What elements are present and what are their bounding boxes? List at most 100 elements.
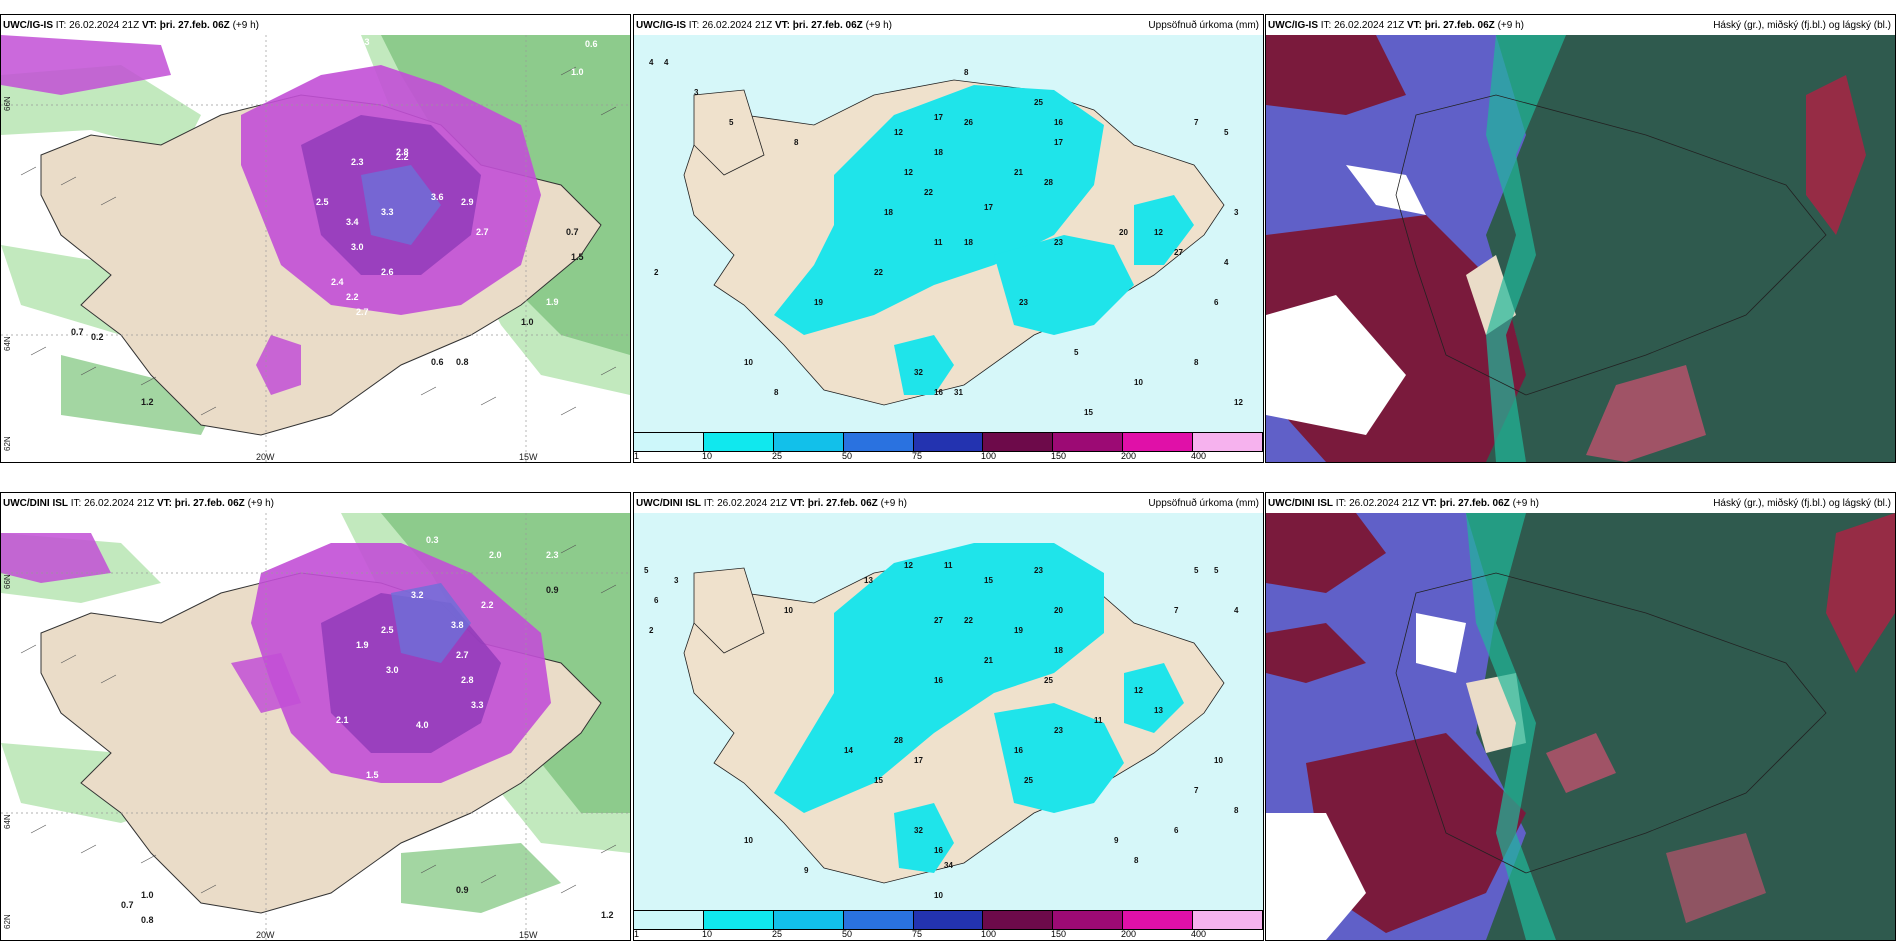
svg-text:4.0: 4.0	[416, 720, 429, 730]
lead-time: (+9 h)	[232, 20, 259, 31]
svg-text:28: 28	[1044, 178, 1053, 187]
lat-label-66n: 66N	[3, 96, 12, 111]
legend-tick: 10	[702, 451, 713, 461]
model-name: UWC/DINI ISL	[636, 498, 701, 509]
model-name: UWC/DINI ISL	[1268, 498, 1333, 509]
svg-text:2.7: 2.7	[456, 650, 469, 660]
svg-text:25: 25	[1034, 98, 1043, 107]
legend-swatch	[983, 911, 1054, 929]
svg-text:6: 6	[1174, 826, 1179, 835]
init-time: 26.02.2024 21Z	[702, 20, 773, 31]
svg-text:2.2: 2.2	[481, 600, 494, 610]
svg-text:0.3: 0.3	[357, 37, 370, 47]
svg-text:7: 7	[1174, 606, 1179, 615]
legend-swatch	[773, 433, 844, 451]
svg-text:20: 20	[1054, 606, 1063, 615]
svg-text:5: 5	[1224, 128, 1229, 137]
svg-text:13: 13	[1154, 706, 1163, 715]
svg-text:1.2: 1.2	[141, 397, 154, 407]
svg-text:17: 17	[1054, 138, 1063, 147]
lead-time: (+9 h)	[880, 498, 907, 509]
svg-text:4: 4	[1224, 258, 1229, 267]
svg-text:0.6: 0.6	[431, 357, 444, 367]
legend-swatch	[1053, 911, 1124, 929]
svg-text:16: 16	[1014, 746, 1023, 755]
map-panel-dini-clouds: UWC/DINI ISL IT: 26.02.2024 21Z VT: þri.…	[1265, 492, 1896, 941]
svg-text:5: 5	[729, 118, 734, 127]
init-time: 26.02.2024 21Z	[1349, 498, 1420, 509]
svg-text:23: 23	[1034, 566, 1043, 575]
legend-swatch	[1193, 911, 1263, 929]
model-name: UWC/IG-IS	[3, 20, 53, 31]
svg-text:12: 12	[1154, 228, 1163, 237]
svg-text:2.5: 2.5	[316, 197, 329, 207]
lon-label-20w: 20W	[256, 930, 275, 940]
svg-text:10: 10	[784, 606, 793, 615]
model-name: UWC/DINI ISL	[3, 498, 68, 509]
svg-text:31: 31	[954, 388, 963, 397]
svg-text:9: 9	[804, 866, 809, 875]
svg-text:0.9: 0.9	[546, 585, 559, 595]
legend-swatch	[1123, 433, 1194, 451]
svg-text:19: 19	[814, 298, 823, 307]
svg-text:0.4: 0.4	[301, 520, 314, 530]
svg-text:8: 8	[794, 138, 799, 147]
svg-text:2.7: 2.7	[356, 307, 369, 317]
svg-text:23: 23	[1054, 238, 1063, 247]
svg-text:0.6: 0.6	[585, 39, 598, 49]
lead-time: (+9 h)	[1497, 20, 1524, 31]
svg-text:3: 3	[1234, 208, 1239, 217]
svg-text:15: 15	[874, 776, 883, 785]
svg-text:2.2: 2.2	[396, 152, 409, 162]
svg-text:2.5: 2.5	[381, 625, 394, 635]
svg-text:1.9: 1.9	[546, 297, 559, 307]
svg-text:3.2: 3.2	[411, 590, 424, 600]
lat-label-62n: 62N	[3, 914, 12, 929]
legend-tick: 75	[912, 451, 923, 461]
svg-text:1.0: 1.0	[521, 317, 534, 327]
svg-text:15: 15	[984, 576, 993, 585]
svg-text:2.3: 2.3	[546, 550, 559, 560]
valid-time: þri. 27.feb. 06Z	[807, 498, 878, 509]
svg-text:3.6: 3.6	[431, 192, 444, 202]
legend-swatch	[634, 911, 704, 929]
svg-text:16: 16	[934, 388, 943, 397]
svg-text:2.8: 2.8	[461, 675, 474, 685]
svg-text:34: 34	[944, 861, 953, 870]
legend-tick: 400	[1191, 451, 1207, 461]
legend-ticks: 1 10 25 50 75 100 150 200 400	[634, 928, 1263, 940]
lead-time: (+9 h)	[1512, 498, 1539, 509]
legend-swatches	[634, 432, 1263, 452]
svg-text:2.8: 2.8	[396, 147, 409, 157]
legend-tick: 400	[1191, 929, 1207, 939]
svg-text:11: 11	[944, 561, 953, 570]
svg-text:17: 17	[984, 203, 993, 212]
legend-swatch	[703, 911, 774, 929]
lat-label-64n: 64N	[3, 814, 12, 829]
svg-text:28: 28	[894, 736, 903, 745]
precip-legend: 1 10 25 50 75 100 150 200 400	[634, 432, 1263, 462]
legend-tick: 100	[981, 929, 997, 939]
legend-tick: 1	[634, 451, 640, 461]
panel-header: UWC/DINI ISL IT: 26.02.2024 21Z VT: þri.…	[636, 495, 1259, 513]
lead-time: (+9 h)	[865, 20, 892, 31]
snow-wind-map: 0.4 0.3 0.6 1.0 1.9 3.6 2.9 2.8 2.3 2.2 2.5 3.3 3…	[1, 35, 630, 462]
legend-swatch	[1193, 433, 1263, 451]
svg-text:21: 21	[1014, 168, 1023, 177]
legend-tick: 75	[912, 929, 923, 939]
legend-tick: 150	[1051, 929, 1067, 939]
svg-text:3.4: 3.4	[346, 217, 359, 227]
svg-text:12: 12	[904, 168, 913, 177]
svg-text:5: 5	[1074, 348, 1079, 357]
svg-text:0.2: 0.2	[91, 332, 104, 342]
svg-text:2.3: 2.3	[351, 157, 364, 167]
svg-text:3.0: 3.0	[386, 665, 399, 675]
legend-tick: 10	[702, 929, 713, 939]
svg-text:15: 15	[1084, 408, 1093, 417]
legend-swatches	[634, 910, 1263, 930]
svg-text:0.7: 0.7	[566, 227, 579, 237]
svg-text:3: 3	[694, 88, 699, 97]
lat-label-64n: 64N	[3, 336, 12, 351]
svg-text:18: 18	[884, 208, 893, 217]
svg-text:14: 14	[844, 746, 853, 755]
